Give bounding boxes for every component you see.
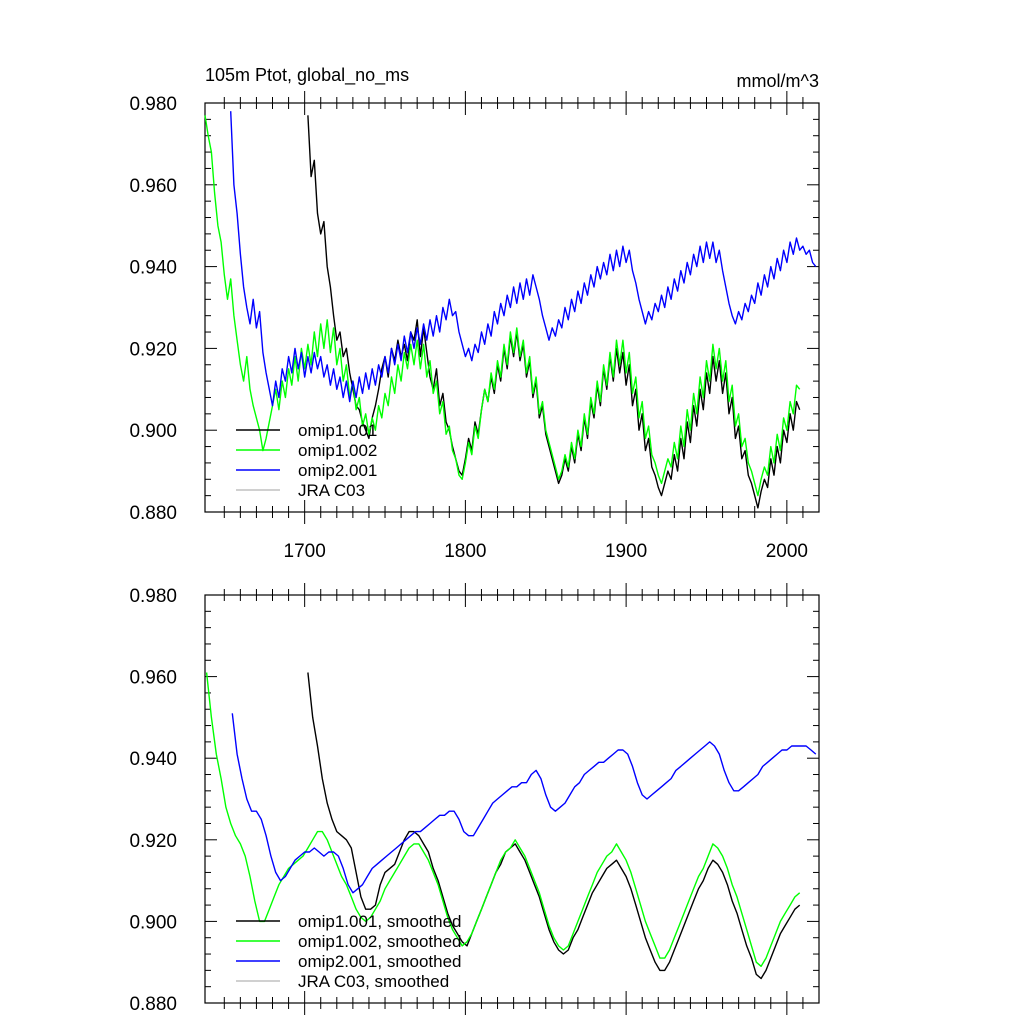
x-tick-label: 1900 — [605, 541, 647, 562]
legend-label: omip2.001, smoothed — [298, 952, 462, 971]
series-line-2 — [205, 672, 801, 967]
bottom-panel: 0.880 0.900 0.920 0.940 0.960 0.980 omip1.001,… — [129, 583, 820, 1015]
series-line-3 — [231, 713, 817, 894]
plot-frame — [204, 594, 820, 1004]
legend-label: JRA C03, smoothed — [298, 972, 449, 991]
legend-label: omip1.001 — [298, 421, 377, 440]
y-tick-label: 0.980 — [129, 94, 177, 115]
units-label: mmol/m^3 — [737, 71, 819, 91]
y-tick-label: 0.960 — [129, 668, 177, 689]
legend-label: JRA C03 — [298, 481, 365, 500]
y-tick-label: 0.900 — [129, 912, 177, 933]
series-line-2 — [204, 115, 801, 497]
legend-label: omip1.002 — [298, 441, 377, 460]
y-tick-label: 0.960 — [129, 176, 177, 197]
top-panel: 0.880 0.900 0.920 0.940 0.960 0.980 1700 1800 19… — [129, 65, 820, 562]
y-tick-label: 0.900 — [129, 421, 177, 442]
series-line-3 — [230, 111, 817, 407]
y-tick-label: 0.880 — [129, 994, 177, 1015]
y-tick-label: 0.980 — [129, 586, 177, 607]
legend-label: omip2.001 — [298, 461, 377, 480]
y-tick-label: 0.880 — [129, 503, 177, 524]
plot-frame — [204, 102, 820, 513]
x-tick-label: 1700 — [284, 541, 326, 562]
legend-label: omip1.001, smoothed — [298, 912, 462, 931]
series-line-1 — [307, 672, 801, 980]
y-tick-label: 0.940 — [129, 749, 177, 770]
y-tick-label: 0.940 — [129, 258, 177, 279]
x-tick-label: 2000 — [766, 541, 808, 562]
chart-title: 105m Ptot, global_no_ms — [205, 65, 409, 86]
x-tick-label: 1800 — [444, 541, 486, 562]
y-tick-label: 0.920 — [129, 831, 177, 852]
legend-label: omip1.002, smoothed — [298, 932, 462, 951]
series-line-1 — [307, 115, 801, 509]
y-tick-label: 0.920 — [129, 339, 177, 360]
